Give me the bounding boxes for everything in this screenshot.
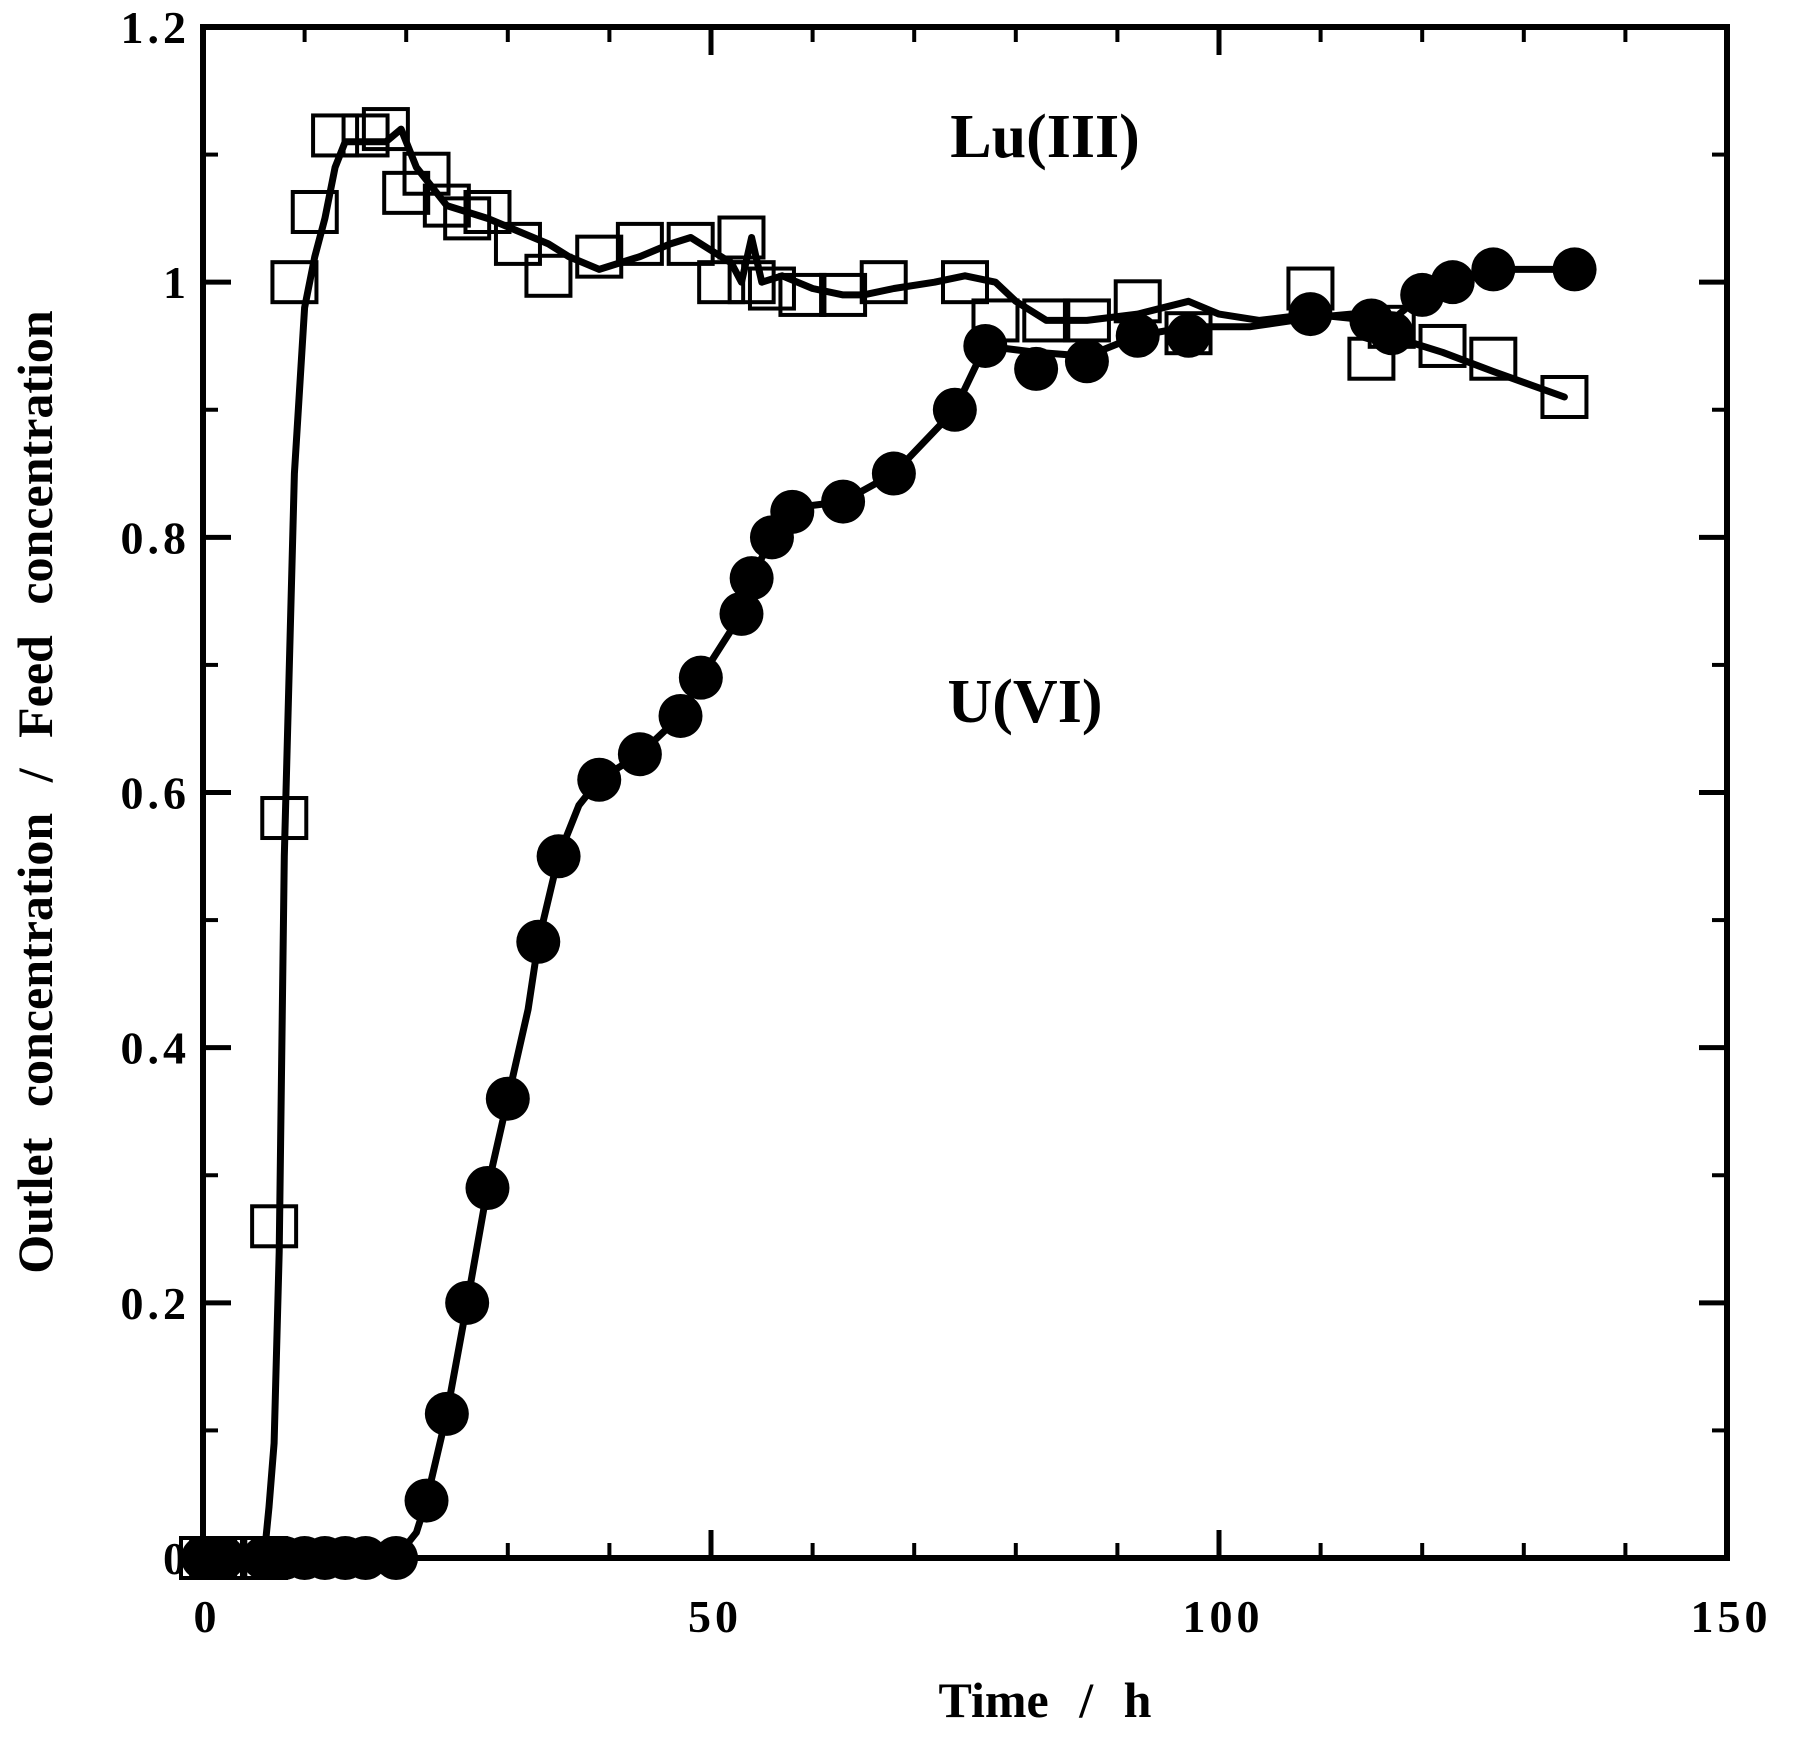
marker-lu — [941, 260, 989, 305]
marker-u — [963, 323, 1008, 368]
marker-u — [465, 1166, 510, 1211]
y-tick-label: 0.4 — [121, 1023, 191, 1074]
x-tick-label: 150 — [1691, 1591, 1772, 1642]
x-tick-label: 100 — [1183, 1591, 1264, 1642]
marker-lu — [859, 260, 908, 305]
curve-u — [392, 265, 1579, 1562]
marker-u — [770, 489, 815, 534]
ticks — [200, 24, 1730, 1561]
marker-u — [1471, 247, 1516, 292]
marker-lu — [666, 221, 715, 266]
marker-u — [343, 1536, 388, 1580]
marker-lu — [493, 221, 542, 266]
marker-u — [516, 919, 561, 964]
marker-lu — [1022, 298, 1071, 343]
marker-u — [617, 732, 662, 777]
marker-lu — [615, 221, 664, 266]
marker-lu — [1540, 374, 1589, 419]
x-tick-label: 0 — [194, 1591, 221, 1642]
x-tick-label: 50 — [688, 1591, 742, 1642]
marker-u — [1115, 313, 1160, 358]
marker-lu — [697, 260, 746, 305]
marker-lu — [778, 272, 827, 317]
x-axis-label: Time / h — [939, 1672, 1152, 1728]
marker-u — [658, 693, 703, 738]
marker-u — [374, 1536, 419, 1580]
marker-u — [1430, 260, 1475, 305]
marker-u — [1166, 313, 1211, 358]
annotation-lu: Lu(III) — [950, 103, 1140, 171]
y-axis-label: Outlet concentration / Feed concentratio… — [7, 310, 63, 1274]
y-tick-label: 1 — [163, 257, 190, 308]
marker-lu — [270, 260, 319, 305]
marker-u — [871, 451, 916, 496]
y-tick-label: 0.6 — [121, 768, 191, 819]
marker-u — [445, 1280, 490, 1325]
marker-u — [719, 591, 764, 636]
marker-u — [577, 757, 622, 802]
marker-lu — [1418, 323, 1467, 368]
marker-u — [424, 1391, 469, 1436]
marker-lu — [575, 234, 624, 279]
y-tick-label: 0.8 — [121, 512, 191, 563]
marker-lu — [747, 266, 796, 311]
marker-u — [1552, 247, 1597, 292]
marker-lu — [361, 107, 410, 152]
marker-u — [404, 1478, 449, 1523]
markers — [179, 107, 1597, 1580]
marker-lu — [717, 215, 766, 260]
marker-u — [536, 834, 581, 879]
marker-u — [201, 1536, 246, 1580]
marker-u — [1369, 311, 1414, 356]
annotation-u: U(VI) — [948, 668, 1103, 736]
marker-lu — [1469, 336, 1518, 381]
marker-lu — [463, 189, 512, 234]
marker-lu — [260, 796, 309, 841]
curve-lu — [260, 125, 1568, 1562]
marker-u — [729, 556, 774, 601]
marker-u — [821, 479, 866, 524]
marker-u — [485, 1076, 530, 1121]
marker-u — [1288, 292, 1333, 337]
marker-u — [932, 387, 977, 432]
marker-lu — [290, 189, 339, 234]
marker-lu — [819, 272, 868, 317]
y-tick-label: 1.2 — [121, 2, 191, 53]
marker-u — [1014, 346, 1059, 391]
marker-lu — [250, 1204, 299, 1249]
marker-lu — [311, 113, 360, 158]
marker-u — [1064, 339, 1109, 384]
marker-u — [678, 655, 723, 700]
marker-lu — [524, 253, 573, 298]
y-tick-label: 0.2 — [121, 1278, 191, 1329]
